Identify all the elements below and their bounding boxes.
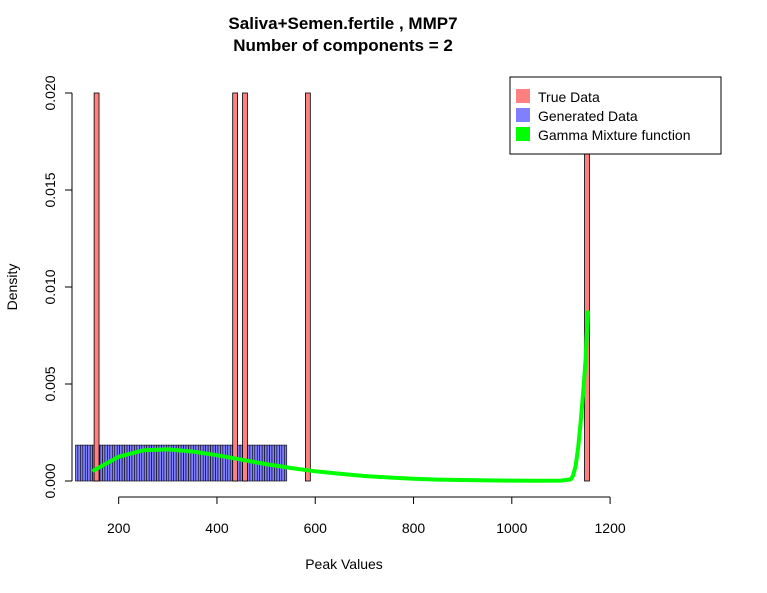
generated-data-bar xyxy=(126,444,130,482)
legend-label-generated-data: Generated Data xyxy=(538,108,638,124)
generated-data-bar xyxy=(129,444,133,482)
generated-data-bar xyxy=(119,444,123,482)
true-data-bars xyxy=(93,92,590,482)
generated-data-bar xyxy=(205,444,209,482)
x-axis-label: Peak Values xyxy=(305,556,383,572)
x-tick-label: 1000 xyxy=(496,520,527,536)
legend-swatch-gamma-mixture xyxy=(516,127,530,141)
generated-data-bar xyxy=(75,444,79,482)
generated-data-bar xyxy=(200,444,204,482)
generated-data-bar xyxy=(279,444,283,482)
generated-data-bar xyxy=(202,444,206,482)
generated-data-bar xyxy=(207,444,211,482)
y-tick-label: 0.005 xyxy=(42,366,58,401)
generated-data-bar xyxy=(121,444,125,482)
generated-data-bar xyxy=(227,444,231,482)
generated-data-bar xyxy=(124,444,128,482)
x-tick-label: 600 xyxy=(304,520,328,536)
generated-data-bar xyxy=(283,444,288,482)
x-axis: 200 400 600 800 1000 1200 xyxy=(107,496,626,536)
true-data-bar xyxy=(232,92,239,482)
chart-title: Saliva+Semen.fertile , MMP7 xyxy=(228,14,457,33)
generated-data-bar xyxy=(222,444,226,482)
generated-data-bar xyxy=(210,444,214,482)
x-tick-label: 200 xyxy=(107,520,131,536)
true-data-bar xyxy=(242,92,248,482)
generated-data-bar xyxy=(212,444,216,482)
generated-data-bar xyxy=(77,444,81,482)
generated-data-bar xyxy=(114,444,118,482)
generated-data-bar xyxy=(89,444,93,482)
y-tick-label: 0.000 xyxy=(42,463,58,498)
x-tick-label: 400 xyxy=(205,520,229,536)
legend-swatch-generated-data xyxy=(516,108,530,122)
legend-label-true-data: True Data xyxy=(538,89,600,105)
gamma-mixture-line xyxy=(92,310,590,483)
generated-data-bar xyxy=(220,444,224,482)
y-axis-label: Density xyxy=(4,264,20,311)
legend-swatch-true-data xyxy=(516,89,530,103)
legend-box xyxy=(509,76,722,155)
generated-data-bar xyxy=(99,444,103,482)
generated-data-bar xyxy=(84,444,89,482)
generated-data-bar xyxy=(271,444,275,482)
x-tick-label: 800 xyxy=(402,520,426,536)
legend-label-gamma-mixture: Gamma Mixture function xyxy=(538,127,691,143)
generated-data-bar xyxy=(225,444,229,482)
generated-data-bar xyxy=(116,444,120,482)
generated-data-bar xyxy=(281,444,285,482)
generated-data-bar xyxy=(215,444,219,482)
generated-data-bar xyxy=(276,444,280,482)
true-data-bar xyxy=(93,92,100,482)
x-tick-label: 1200 xyxy=(595,520,626,536)
generated-data-bar xyxy=(111,444,116,482)
legend: True Data Generated Data Gamma Mixture f… xyxy=(509,76,722,155)
generated-data-bar xyxy=(82,444,86,482)
y-tick-label: 0.015 xyxy=(42,172,58,207)
y-tick-label: 0.010 xyxy=(42,269,58,304)
generated-data-bar xyxy=(274,444,278,482)
true-data-bar xyxy=(305,92,311,482)
generated-data-bar xyxy=(217,444,221,482)
chart-subtitle: Number of components = 2 xyxy=(233,36,453,55)
y-tick-label: 0.020 xyxy=(42,75,58,110)
generated-data-bar xyxy=(131,444,135,482)
y-axis: 0.000 0.005 0.010 0.015 0.020 xyxy=(42,75,73,499)
generated-data-bar xyxy=(80,444,84,482)
generated-data-bar xyxy=(87,444,91,482)
